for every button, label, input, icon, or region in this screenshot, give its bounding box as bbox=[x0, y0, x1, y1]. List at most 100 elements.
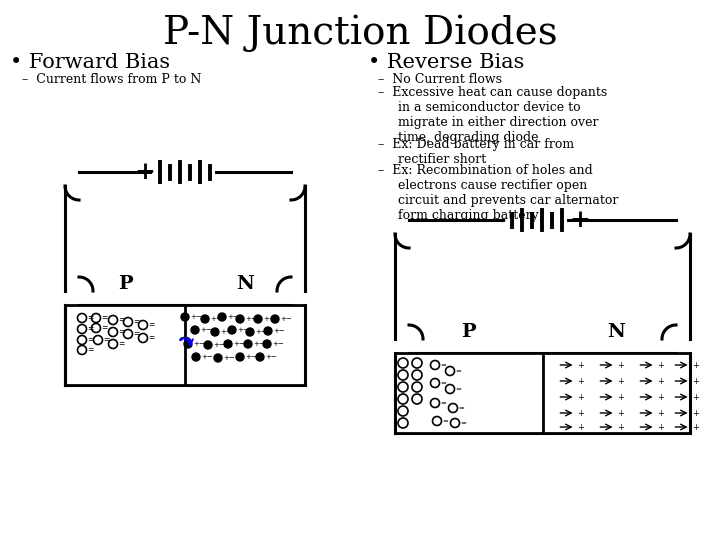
Text: =: = bbox=[459, 405, 464, 411]
Circle shape bbox=[192, 353, 200, 361]
Text: =: = bbox=[88, 325, 94, 334]
Text: =: = bbox=[88, 314, 94, 322]
Text: +: + bbox=[618, 422, 624, 431]
Circle shape bbox=[191, 326, 199, 334]
Text: =: = bbox=[119, 340, 125, 348]
Text: =: = bbox=[441, 400, 446, 406]
Text: +: + bbox=[693, 408, 699, 417]
Text: +−: +− bbox=[193, 341, 204, 347]
Text: +−: +− bbox=[273, 328, 284, 334]
Bar bbox=[395, 353, 690, 433]
Circle shape bbox=[204, 341, 212, 349]
Circle shape bbox=[246, 328, 254, 336]
Circle shape bbox=[201, 315, 209, 323]
Text: +−: +− bbox=[237, 327, 248, 333]
Text: +−: +− bbox=[233, 341, 245, 347]
Circle shape bbox=[228, 326, 236, 334]
Text: –  No Current flows: – No Current flows bbox=[378, 73, 502, 86]
Circle shape bbox=[271, 315, 279, 323]
Text: +: + bbox=[618, 408, 624, 417]
Text: =: = bbox=[456, 386, 462, 392]
Text: +: + bbox=[577, 361, 585, 369]
Text: =: = bbox=[119, 327, 125, 336]
Circle shape bbox=[236, 353, 244, 361]
Text: +: + bbox=[135, 160, 156, 184]
Text: +: + bbox=[577, 393, 585, 402]
Text: +: + bbox=[657, 422, 665, 431]
Text: +−: +− bbox=[200, 327, 212, 333]
Text: +−: +− bbox=[245, 354, 257, 360]
Text: +−: +− bbox=[255, 329, 266, 335]
Text: +: + bbox=[693, 393, 699, 402]
Text: +: + bbox=[657, 408, 665, 417]
Text: +−: +− bbox=[223, 355, 235, 361]
Text: =: = bbox=[102, 314, 108, 322]
Text: +−: +− bbox=[272, 341, 284, 347]
Text: +: + bbox=[693, 422, 699, 431]
Circle shape bbox=[184, 340, 192, 348]
Text: +: + bbox=[618, 361, 624, 369]
Circle shape bbox=[263, 340, 271, 348]
Text: +−: +− bbox=[210, 316, 222, 322]
Text: +−: +− bbox=[280, 316, 292, 322]
Bar bbox=[65, 305, 305, 385]
Text: =: = bbox=[443, 418, 449, 424]
Text: +: + bbox=[657, 393, 665, 402]
Text: –  Current flows from P to N: – Current flows from P to N bbox=[22, 73, 202, 86]
Text: –  Excessive heat can cause dopants
     in a semiconductor device to
     migra: – Excessive heat can cause dopants in a … bbox=[378, 86, 607, 144]
Text: +: + bbox=[693, 376, 699, 386]
Text: +−: +− bbox=[213, 342, 225, 348]
Circle shape bbox=[211, 328, 219, 336]
Text: +: + bbox=[693, 361, 699, 369]
Circle shape bbox=[224, 340, 232, 348]
Circle shape bbox=[218, 313, 226, 321]
Text: +: + bbox=[570, 208, 590, 232]
Text: +−: +− bbox=[265, 354, 276, 360]
Circle shape bbox=[244, 340, 252, 348]
Text: +: + bbox=[618, 393, 624, 402]
Text: =: = bbox=[148, 334, 155, 342]
Text: N: N bbox=[236, 275, 254, 293]
Text: P-N Junction Diodes: P-N Junction Diodes bbox=[163, 15, 557, 52]
Text: =: = bbox=[88, 335, 94, 345]
Circle shape bbox=[214, 354, 222, 362]
Text: =: = bbox=[461, 420, 467, 426]
Circle shape bbox=[256, 353, 264, 361]
Text: =: = bbox=[102, 323, 108, 333]
Text: • Reverse Bias: • Reverse Bias bbox=[368, 53, 524, 72]
Text: +: + bbox=[657, 361, 665, 369]
Text: =: = bbox=[456, 368, 462, 374]
Circle shape bbox=[181, 313, 189, 321]
Text: +: + bbox=[657, 376, 665, 386]
Text: +−: +− bbox=[245, 316, 257, 322]
Text: P: P bbox=[462, 323, 476, 341]
Text: –  Ex: Recombination of holes and
     electrons cause rectifier open
     circu: – Ex: Recombination of holes and electro… bbox=[378, 164, 618, 222]
Text: =: = bbox=[133, 318, 140, 327]
Text: +−: +− bbox=[227, 314, 239, 320]
Text: =: = bbox=[441, 380, 446, 386]
Text: =: = bbox=[119, 315, 125, 325]
Text: −: − bbox=[487, 208, 508, 232]
Text: +: + bbox=[618, 376, 624, 386]
Text: +−: +− bbox=[263, 316, 275, 322]
Text: =: = bbox=[104, 335, 110, 345]
Text: =: = bbox=[441, 362, 446, 368]
Text: −: − bbox=[217, 160, 238, 184]
Circle shape bbox=[264, 327, 272, 335]
Text: +−: +− bbox=[201, 354, 212, 360]
Text: =: = bbox=[148, 321, 155, 329]
Text: P: P bbox=[117, 275, 132, 293]
Text: =: = bbox=[133, 329, 140, 339]
Text: +−: +− bbox=[220, 329, 232, 335]
Text: +: + bbox=[577, 408, 585, 417]
Circle shape bbox=[254, 315, 262, 323]
Text: +−: +− bbox=[253, 341, 265, 347]
Text: +−: +− bbox=[190, 314, 202, 320]
Circle shape bbox=[236, 315, 244, 323]
Text: +: + bbox=[577, 422, 585, 431]
Text: N: N bbox=[607, 323, 625, 341]
Text: • Forward Bias: • Forward Bias bbox=[10, 53, 170, 72]
Text: =: = bbox=[88, 346, 94, 354]
Text: –  Ex: Dead battery in car from
     rectifier short: – Ex: Dead battery in car from rectifier… bbox=[378, 138, 574, 166]
Text: +: + bbox=[577, 376, 585, 386]
